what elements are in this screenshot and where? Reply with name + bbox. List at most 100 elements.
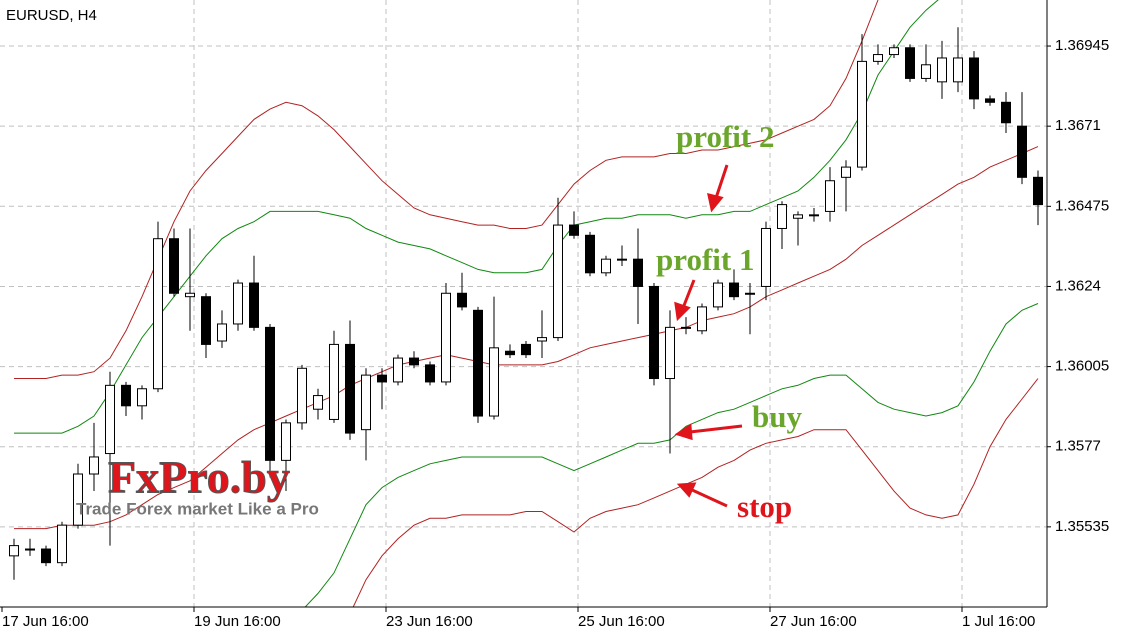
- y-tick-label: 1.36945: [1055, 37, 1109, 54]
- x-tick-label: 19 Jun 16:00: [194, 613, 281, 630]
- band-line: [14, 146, 1039, 530]
- candle-body: [329, 343, 339, 420]
- candle-body: [377, 374, 387, 383]
- candle-body: [921, 64, 931, 79]
- arrow-head: [676, 482, 697, 498]
- y-tick-label: 1.3671: [1055, 117, 1101, 134]
- candle-body: [777, 204, 787, 229]
- arrow-head: [674, 423, 693, 441]
- candle-body: [649, 285, 659, 380]
- arrow: [714, 164, 729, 199]
- candle-body: [633, 258, 643, 287]
- candle-body: [345, 343, 355, 434]
- candle-body: [441, 292, 451, 383]
- axes: 1.35535 1.3577 1.36005 1.3624 1.36475 1.3671 1…: [0, 0, 1109, 630]
- arrow: [681, 279, 696, 309]
- candle-body: [745, 292, 755, 295]
- candle-body: [121, 384, 131, 407]
- candles: [9, 27, 1043, 580]
- candle-body: [569, 224, 579, 236]
- candle-body: [473, 309, 483, 417]
- candle-body: [761, 227, 771, 287]
- candle-body: [969, 57, 979, 100]
- candle-body: [73, 473, 83, 526]
- annotations: profit 2 profit 1 buy stop: [656, 119, 802, 524]
- candle-body: [729, 282, 739, 298]
- candle-body: [521, 343, 531, 356]
- arrow: [689, 487, 728, 508]
- y-tick-label: 1.35535: [1055, 518, 1109, 535]
- candle-body: [137, 388, 147, 407]
- candle-body: [889, 47, 899, 56]
- arrows: [674, 164, 743, 508]
- candle-body: [1033, 176, 1043, 206]
- arrow-head: [674, 301, 691, 322]
- candle-body: [825, 180, 835, 212]
- candle-body: [505, 350, 515, 356]
- candle-body: [201, 296, 211, 345]
- x-tick-label: 1 Jul 16:00: [962, 613, 1035, 630]
- arrow: [689, 424, 743, 434]
- candle-body: [793, 214, 803, 219]
- annotation: stop: [737, 489, 792, 524]
- y-tick-label: 1.36005: [1055, 358, 1109, 375]
- candle-body: [265, 326, 275, 461]
- candle-body: [985, 98, 995, 103]
- candle-body: [41, 548, 51, 564]
- x-tick-label: 17 Jun 16:00: [2, 613, 89, 630]
- candle-body: [249, 282, 259, 328]
- candle-body: [937, 57, 947, 83]
- candle-body: [665, 326, 675, 380]
- annotation: buy: [752, 399, 802, 434]
- watermark: FxPro.by Trade Forex market Like a Pro: [76, 451, 319, 518]
- chart-title: EURUSD, H4: [6, 7, 97, 24]
- candle-body: [361, 374, 371, 431]
- candle-body: [153, 238, 163, 390]
- candle-body: [697, 306, 707, 332]
- candle-body: [169, 238, 179, 294]
- candle-body: [217, 323, 227, 342]
- candle-body: [185, 292, 195, 298]
- candle-body: [585, 234, 595, 274]
- candle-body: [809, 214, 819, 217]
- x-tick-label: 23 Jun 16:00: [386, 613, 473, 630]
- candle-body: [953, 57, 963, 83]
- candle-body: [841, 166, 851, 178]
- candle-body: [713, 282, 723, 308]
- band-line: [14, 0, 939, 434]
- candle-body: [1001, 101, 1011, 124]
- candle-body: [89, 456, 99, 475]
- watermark-subtitle: Trade Forex market Like a Pro: [76, 499, 319, 518]
- candle-body: [873, 54, 883, 62]
- candle-body: [409, 357, 419, 366]
- candle-body: [857, 60, 867, 168]
- candle-body: [553, 224, 563, 339]
- candle-body: [1017, 125, 1027, 178]
- candle-body: [233, 282, 243, 325]
- candle-body: [537, 337, 547, 342]
- watermark-title: FxPro.by: [108, 452, 290, 503]
- y-tick-label: 1.3624: [1055, 277, 1101, 294]
- candle-body: [457, 292, 467, 308]
- candle-body: [601, 258, 611, 274]
- x-tick-label: 27 Jun 16:00: [770, 613, 857, 630]
- candle-body: [9, 545, 19, 557]
- band-line: [352, 378, 1039, 607]
- candle-body: [105, 384, 115, 455]
- arrow-head: [707, 192, 724, 213]
- candle-body: [297, 367, 307, 424]
- annotation: profit 2: [676, 119, 774, 154]
- candle-body: [57, 524, 67, 564]
- candle-body: [681, 326, 691, 329]
- y-tick-label: 1.36475: [1055, 197, 1109, 214]
- candle-body: [617, 258, 627, 261]
- candle-body: [489, 347, 499, 417]
- candle-body: [425, 364, 435, 383]
- candle-body: [281, 422, 291, 461]
- candle-body: [313, 395, 323, 410]
- y-tick-label: 1.3577: [1055, 438, 1101, 455]
- candle-body: [905, 47, 915, 79]
- candle-body: [393, 357, 403, 383]
